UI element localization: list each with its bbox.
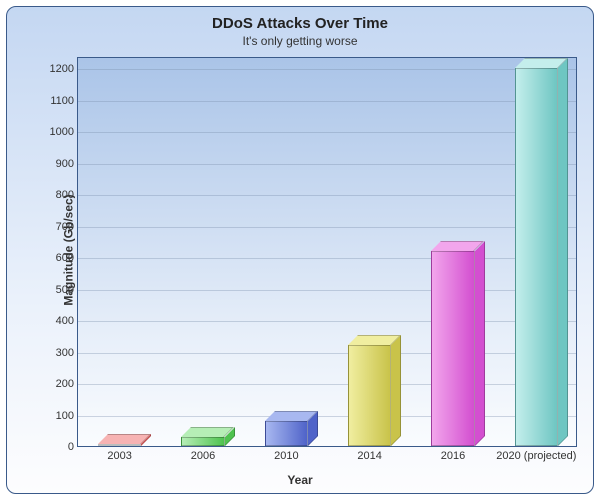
y-tick-label: 200 xyxy=(56,378,74,390)
x-axis-label: Year xyxy=(7,473,593,487)
bar-front xyxy=(348,345,391,446)
bar-side xyxy=(558,58,568,446)
y-tick-label: 1000 xyxy=(50,126,74,138)
bar xyxy=(515,68,558,446)
bar-front xyxy=(181,437,224,446)
chart-title: DDoS Attacks Over Time xyxy=(7,15,593,32)
y-tick-label: 500 xyxy=(56,284,74,296)
x-tick-label: 2014 xyxy=(357,450,381,462)
bar xyxy=(181,437,224,446)
bar-side xyxy=(475,241,485,446)
y-tick-label: 1200 xyxy=(50,63,74,75)
y-tick-label: 600 xyxy=(56,252,74,264)
gridline xyxy=(78,290,576,291)
gridline xyxy=(78,353,576,354)
bar xyxy=(98,444,141,446)
bar xyxy=(431,251,474,446)
bar-side xyxy=(391,335,401,446)
chart-subtitle: It's only getting worse xyxy=(7,34,593,48)
plot-area: 0100200300400500600700800900100011001200… xyxy=(77,57,577,447)
gridline xyxy=(78,227,576,228)
x-tick-label: 2016 xyxy=(441,450,465,462)
gridline xyxy=(78,101,576,102)
gridline xyxy=(78,164,576,165)
gridline xyxy=(78,321,576,322)
x-tick-label: 2003 xyxy=(107,450,131,462)
bar-front xyxy=(515,68,558,446)
gridline xyxy=(78,384,576,385)
y-tick-label: 1100 xyxy=(50,95,74,107)
y-tick-label: 100 xyxy=(56,410,74,422)
y-tick-label: 400 xyxy=(56,315,74,327)
x-tick-label: 2010 xyxy=(274,450,298,462)
gridline xyxy=(78,132,576,133)
gridline xyxy=(78,69,576,70)
y-tick-label: 0 xyxy=(68,441,74,453)
y-tick-label: 700 xyxy=(56,221,74,233)
bar xyxy=(348,345,391,446)
gridline xyxy=(78,195,576,196)
x-tick-label: 2006 xyxy=(191,450,215,462)
chart-frame: DDoS Attacks Over Time It's only getting… xyxy=(6,6,594,494)
y-tick-label: 800 xyxy=(56,189,74,201)
bar-front xyxy=(98,444,141,446)
gridline xyxy=(78,258,576,259)
bar-front xyxy=(265,421,308,446)
y-tick-label: 900 xyxy=(56,158,74,170)
bar-front xyxy=(431,251,474,446)
y-tick-label: 300 xyxy=(56,347,74,359)
bar xyxy=(265,421,308,446)
x-tick-label: 2020 (projected) xyxy=(496,450,576,462)
gridline xyxy=(78,416,576,417)
